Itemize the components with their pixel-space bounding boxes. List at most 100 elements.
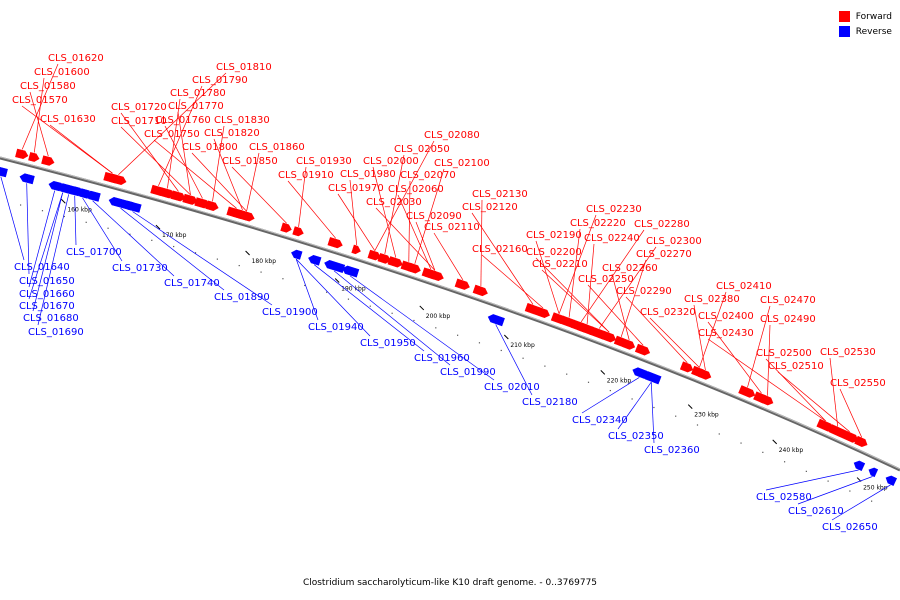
position-dot (347, 298, 350, 300)
position-dot (151, 239, 153, 241)
genome-backbone-highlight (0, 156, 900, 470)
forward-leader-line (397, 194, 432, 270)
forward-gene-label: CLS_02220 (570, 218, 626, 229)
forward-gene-label: CLS_02100 (434, 158, 490, 169)
forward-leader-line (29, 91, 49, 157)
forward-gene (28, 152, 40, 162)
forward-gene-label: CLS_02280 (634, 219, 690, 230)
gene-arrow-shape (41, 155, 55, 166)
forward-gene-label: CLS_01710 (111, 116, 167, 127)
forward-leader-line (707, 338, 826, 422)
forward-leader-line (415, 221, 436, 271)
gene-arrow-shape (280, 222, 292, 233)
position-dot (41, 210, 44, 212)
forward-leader-line (433, 232, 464, 281)
forward-gene-label: CLS_02320 (640, 307, 696, 318)
gene-arrow-shape (0, 166, 8, 178)
forward-gene-label: CLS_02190 (526, 230, 582, 241)
reverse-leader-line (28, 190, 56, 288)
forward-gene-label: CLS_02300 (646, 236, 702, 247)
reverse-leader-line (92, 200, 175, 277)
forward-gene (237, 209, 255, 222)
reverse-gene-label: CLS_02350 (608, 431, 664, 442)
gene-arrow-shape (698, 368, 712, 380)
forward-leader-line (287, 180, 336, 239)
tick-label: 170 kbp (162, 232, 187, 239)
gene-arrow-shape (170, 190, 186, 202)
tick-label: 200 kbp (426, 313, 451, 320)
map-caption: Clostridium saccharolyticum-like K10 dra… (302, 578, 598, 588)
tick-label: 210 kbp (510, 342, 535, 349)
forward-gene (634, 343, 651, 356)
reverse-gene-label: CLS_01670 (19, 301, 75, 312)
tick-label: 240 kbp (779, 447, 804, 454)
forward-gene (367, 249, 381, 261)
reverse-leader-line (313, 264, 425, 352)
position-dot (696, 424, 699, 426)
position-dot (369, 305, 371, 307)
position-dot (478, 342, 481, 344)
position-dot (260, 271, 262, 273)
reverse-gene-label: CLS_02180 (522, 397, 578, 408)
forward-leader-line (246, 152, 260, 212)
forward-gene-label: CLS_02550 (830, 378, 886, 389)
forward-gene-label: CLS_01930 (296, 156, 352, 167)
forward-gene-label: CLS_02080 (424, 130, 480, 141)
position-dot (587, 381, 590, 383)
forward-leader-line (167, 98, 181, 189)
reverse-gene-label: CLS_01990 (440, 367, 496, 378)
forward-leader-line (191, 152, 247, 212)
gene-arrow-shape (377, 253, 391, 264)
forward-gene-label: CLS_02430 (698, 328, 754, 339)
forward-leader-line (568, 228, 581, 318)
position-dot (631, 398, 633, 400)
gene-arrow-shape (387, 256, 403, 268)
forward-gene (534, 306, 550, 319)
forward-gene (109, 173, 127, 185)
gene-arrow-shape (292, 226, 304, 237)
forward-gene (205, 200, 219, 211)
forward-gene-label: CLS_02290 (616, 286, 672, 297)
forward-gene-label: CLS_02470 (760, 295, 816, 306)
position-dot (107, 227, 109, 229)
tick-label: 180 kbp (252, 258, 277, 265)
reverse-gene-label: CLS_01900 (262, 307, 318, 318)
forward-gene-label: CLS_02400 (698, 311, 754, 322)
forward-leader-line (213, 138, 243, 211)
forward-leader-line (158, 85, 203, 187)
position-dot (871, 500, 873, 502)
forward-gene-label: CLS_02210 (532, 259, 588, 270)
gene-arrow-shape (291, 249, 303, 260)
forward-leader-line (480, 199, 483, 287)
reverse-gene-label: CLS_01740 (164, 278, 220, 289)
reverse-gene (308, 255, 322, 266)
forward-gene (280, 222, 292, 233)
reverse-leader-line (495, 324, 533, 396)
reverse-leader-line (797, 476, 873, 505)
gene-arrow-shape (760, 394, 774, 406)
legend-label-reverse: Reverse (855, 26, 892, 37)
forward-gene-label: CLS_02050 (394, 144, 450, 155)
gene-arrow-shape (367, 249, 381, 261)
reverse-gene-label: CLS_02360 (644, 445, 700, 456)
reverse-leader-line (581, 377, 640, 414)
forward-gene-label: CLS_01580 (20, 81, 76, 92)
forward-gene (182, 193, 198, 205)
reverse-leader-line (650, 382, 655, 444)
reverse-gene-label: CLS_02010 (484, 382, 540, 393)
gene-arrow-shape (642, 371, 662, 385)
forward-gene-label: CLS_02530 (820, 347, 876, 358)
forward-gene (351, 244, 361, 255)
forward-gene (854, 435, 868, 448)
gene-arrow-shape (237, 209, 255, 222)
reverse-gene-label: CLS_01690 (28, 327, 84, 338)
forward-gene-label: CLS_02000 (363, 156, 419, 167)
gene-arrow-shape (85, 190, 101, 202)
forward-gene-label: CLS_01820 (204, 128, 260, 139)
position-dot (827, 480, 829, 482)
forward-gene-label: CLS_02260 (602, 263, 658, 274)
position-dot (435, 327, 437, 329)
forward-leader-line (777, 371, 850, 433)
gene-arrow-shape (738, 385, 756, 398)
forward-gene-label: CLS_02130 (472, 189, 528, 200)
